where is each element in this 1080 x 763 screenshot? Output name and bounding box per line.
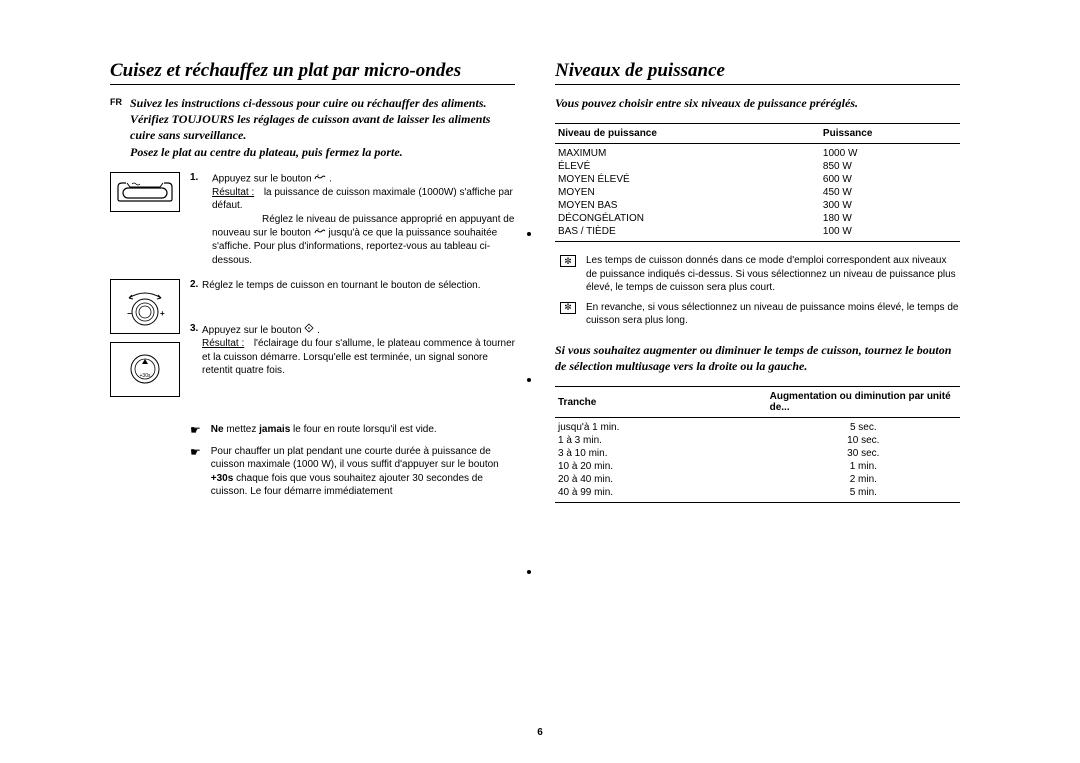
page-number: 6 <box>0 727 1080 738</box>
pointer-icon: ☛ <box>190 446 201 458</box>
step-2-number: 2. <box>190 279 202 293</box>
table-row: MAXIMUM <box>555 144 820 161</box>
table-row: 850 W <box>820 160 960 173</box>
step-1-body: Appuyez sur le bouton . Résultat : la pu… <box>212 172 515 267</box>
time-table: Tranche Augmentation ou diminution par u… <box>555 386 960 503</box>
figure-dial: − + <box>110 279 180 334</box>
table-row: 1 min. <box>767 460 960 473</box>
table-row: 5 sec. <box>767 418 960 435</box>
microwave-icon <box>314 226 326 240</box>
table-row: 1000 W <box>820 144 960 161</box>
table-row: 40 à 99 min. <box>555 486 767 503</box>
note-1: Ne mettez jamais le four en route lorsqu… <box>211 423 437 437</box>
power-header-watt: Puissance <box>820 124 960 144</box>
right-intro: Vous pouvez choisir entre six niveaux de… <box>555 95 960 111</box>
time-header-unit: Augmentation ou diminution par unité de.… <box>767 387 960 418</box>
table-row: 300 W <box>820 199 960 212</box>
right-title: Niveaux de puissance <box>555 60 960 85</box>
table-row: ÉLEVÉ <box>555 160 820 173</box>
bullet-1: Les temps de cuisson donnés dans ce mode… <box>586 254 960 295</box>
table-row: 3 à 10 min. <box>555 447 767 460</box>
svg-text:−: − <box>127 309 132 318</box>
table-row: BAS / TIÈDE <box>555 225 820 242</box>
time-header-range: Tranche <box>555 387 767 418</box>
note-2: Pour chauffer un plat pendant une courte… <box>211 445 515 499</box>
note-box-icon: ✼ <box>560 302 576 314</box>
lang-badge: FR <box>110 97 122 107</box>
figure-display <box>110 172 180 212</box>
start-icon <box>304 323 314 338</box>
table-row: DÉCONGÉLATION <box>555 212 820 225</box>
bullet-2: En revanche, si vous sélectionnez un niv… <box>586 301 960 328</box>
table-row: 180 W <box>820 212 960 225</box>
table-row: 600 W <box>820 173 960 186</box>
svg-text:+: + <box>160 309 165 318</box>
table-row: MOYEN ÉLEVÉ <box>555 173 820 186</box>
step-3-body: Appuyez sur le bouton . Résultat : l'écl… <box>202 323 515 378</box>
svg-text:+30s: +30s <box>140 373 151 379</box>
step-3-number: 3. <box>190 323 202 378</box>
step-2-body: Réglez le temps de cuisson en tournant l… <box>202 279 515 293</box>
pointer-icon: ☛ <box>190 424 201 436</box>
table-row: 1 à 3 min. <box>555 434 767 447</box>
table-row: 100 W <box>820 225 960 242</box>
left-title: Cuisez et réchauffez un plat par micro-o… <box>110 60 515 85</box>
table-row: 5 min. <box>767 486 960 503</box>
microwave-icon <box>314 172 326 186</box>
note-box-icon: ✼ <box>560 255 576 267</box>
intro-line-2: Vérifiez TOUJOURS les réglages de cuisso… <box>130 111 515 143</box>
table-row: 450 W <box>820 186 960 199</box>
right-mid-text: Si vous souhaitez augmenter ou diminuer … <box>555 342 960 374</box>
table-row: 10 sec. <box>767 434 960 447</box>
intro-block: FR Suivez les instructions ci-dessous po… <box>110 95 515 160</box>
power-table: Niveau de puissance Puissance MAXIMUM100… <box>555 123 960 242</box>
power-header-level: Niveau de puissance <box>555 124 820 144</box>
table-row: 20 à 40 min. <box>555 473 767 486</box>
table-row: 30 sec. <box>767 447 960 460</box>
step-1-number: 1. <box>190 172 202 183</box>
table-row: 10 à 20 min. <box>555 460 767 473</box>
table-row: jusqu'à 1 min. <box>555 418 767 435</box>
intro-line-1: Suivez les instructions ci-dessous pour … <box>130 95 515 111</box>
figure-start-button: +30s <box>110 342 180 397</box>
intro-line-3: Posez le plat au centre du plateau, puis… <box>130 144 515 160</box>
table-row: 2 min. <box>767 473 960 486</box>
table-row: MOYEN <box>555 186 820 199</box>
table-row: MOYEN BAS <box>555 199 820 212</box>
